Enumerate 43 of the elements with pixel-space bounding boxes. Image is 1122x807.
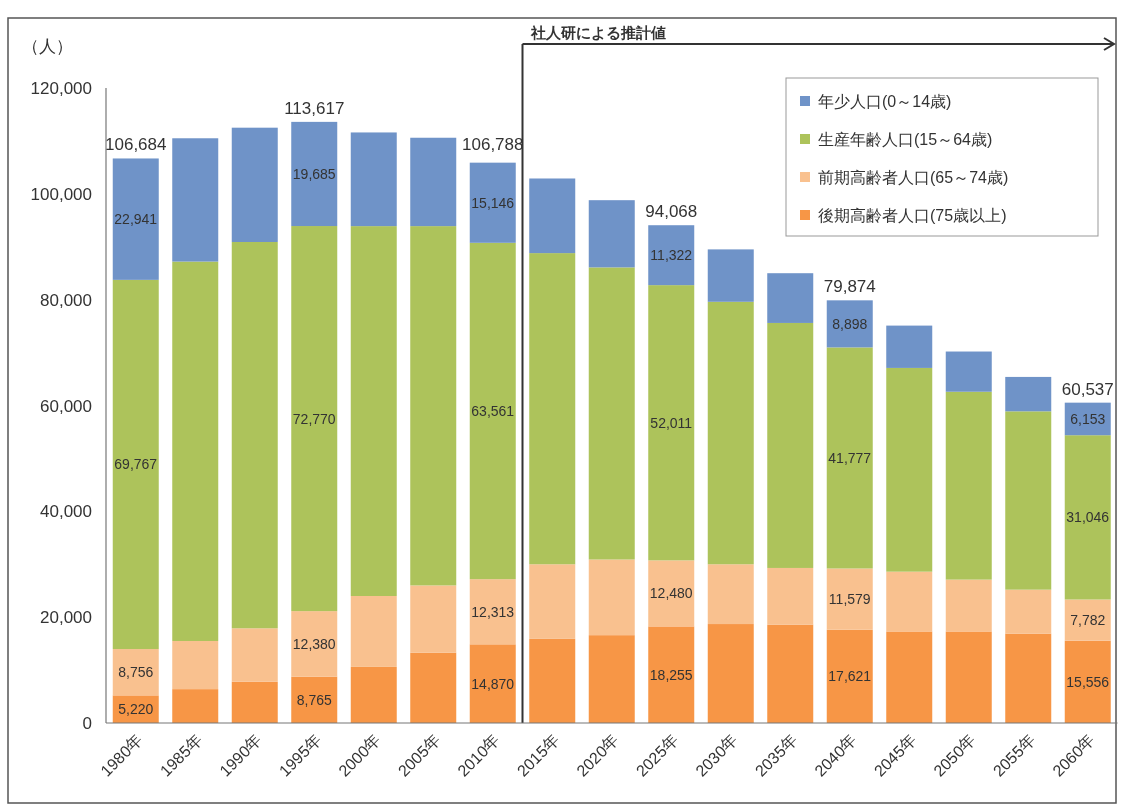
y-tick-label: 120,000	[30, 79, 92, 98]
data-label: 14,870	[471, 675, 515, 692]
annotation: 79,874	[823, 277, 876, 297]
data-label: 41,777	[828, 449, 872, 466]
data-label: 8,898	[832, 315, 868, 332]
legend-label: 前期高齢者人口(65～74歳)	[818, 169, 1009, 186]
annotation: 113,617	[284, 98, 345, 118]
data-label: 5,220	[118, 701, 154, 718]
legend-label: 年少人口(0～14歳)	[818, 93, 952, 110]
annotation: 106,788	[462, 134, 524, 154]
data-label: 72,770	[292, 410, 336, 427]
y-tick-label: 40,000	[40, 502, 92, 522]
y-tick-label: 20,000	[40, 608, 92, 628]
data-label: 12,380	[292, 635, 336, 652]
y-tick-label: 100,000	[30, 184, 92, 204]
data-label: 6,153	[1070, 410, 1106, 427]
data-label: 11,322	[650, 247, 693, 264]
annotation: 106,684	[105, 135, 167, 155]
y-tick-label: 0	[82, 714, 92, 733]
data-label: 7,782	[1070, 612, 1106, 629]
data-label: 15,556	[1066, 673, 1110, 690]
legend-label: 生産年齢人口(15～64歳)	[818, 131, 993, 148]
annotation: 94,068	[645, 202, 698, 222]
data-label: 31,046	[1066, 509, 1110, 526]
y-axis-title: （人）	[22, 37, 73, 56]
y-tick-label: 80,000	[40, 290, 92, 310]
data-label: 12,480	[649, 585, 693, 602]
y-tick-label: 60,000	[40, 396, 92, 416]
ref-line-label: 社人研による推計値	[529, 24, 666, 41]
data-label: 15,146	[471, 194, 515, 211]
data-label: 8,756	[118, 664, 154, 681]
data-label: 22,941	[114, 211, 158, 228]
data-label: 63,561	[471, 402, 515, 419]
data-label: 69,767	[114, 456, 158, 473]
data-label: 11,579	[828, 591, 871, 608]
data-label: 19,685	[292, 165, 336, 182]
data-label: 17,621	[828, 668, 872, 685]
annotation: 60,537	[1061, 379, 1114, 399]
data-label: 52,011	[650, 414, 693, 431]
data-label: 8,765	[296, 691, 332, 708]
data-label: 18,255	[649, 666, 693, 683]
data-label: 12,313	[471, 603, 515, 620]
legend-label: 後期高齢者人口(75歳以上)	[818, 207, 1007, 224]
